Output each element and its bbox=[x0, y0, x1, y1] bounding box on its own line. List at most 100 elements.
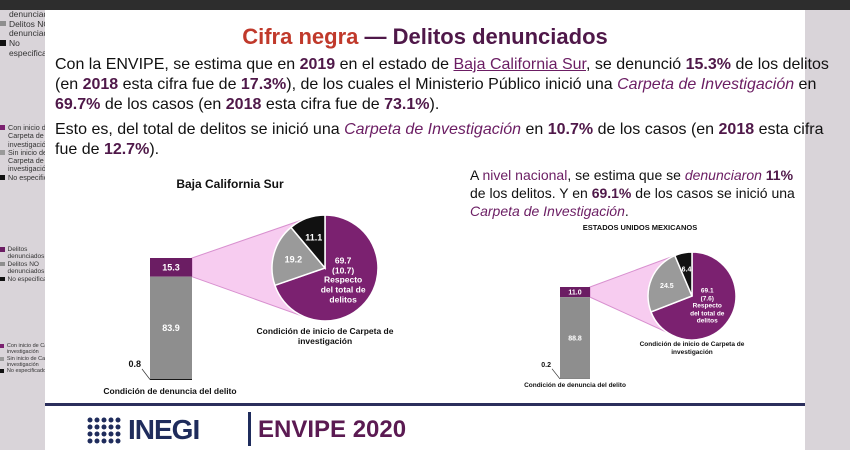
pie-slice bbox=[289, 214, 326, 271]
legend-label: Delitos denunciados bbox=[7, 246, 45, 261]
text-run: 12.7% bbox=[103, 141, 150, 158]
text-run: Con la ENVIPE, se estima que en bbox=[55, 56, 300, 73]
text-run: en bbox=[794, 76, 817, 93]
text-run: Carpeta de Investigación bbox=[344, 121, 522, 138]
text-run: . bbox=[624, 203, 629, 219]
bar-value-label: 88.8 bbox=[568, 335, 582, 342]
text-run: 15.3% bbox=[685, 56, 731, 73]
legend: Con inicio de Carpeta de investigación Si… bbox=[0, 343, 68, 435]
axis-label: Condición de denuncia del delito bbox=[524, 382, 626, 389]
legend-entry: No especificado bbox=[0, 38, 64, 59]
pie-main-label: 69.1 (7.6) Respecto del total de delitos bbox=[687, 288, 727, 325]
legend-entry: Delitos denunciados bbox=[0, 246, 62, 261]
legend-label: No especificado bbox=[8, 38, 57, 58]
text-run: ). bbox=[149, 141, 160, 158]
legend-label: Delitos NO denunciados bbox=[7, 260, 45, 276]
text-run: 2018 bbox=[82, 76, 119, 93]
slide-title: Cifra negra — Delitos denunciados bbox=[45, 24, 805, 50]
legend-swatch bbox=[0, 356, 4, 361]
pie-slice bbox=[673, 251, 693, 297]
pie-share-label: (10.7) bbox=[332, 265, 355, 276]
pie-value-label: 24.5 bbox=[660, 283, 674, 290]
text-run: 2018 bbox=[225, 96, 262, 113]
pie-value-label: 69.7 bbox=[334, 255, 352, 266]
pie-slice bbox=[273, 214, 379, 322]
legend-entry: Sin inicio de Carpeta de investigación bbox=[0, 147, 70, 174]
legend-label: Sin inicio de Carpeta de investigación bbox=[8, 147, 50, 174]
pie-slice bbox=[271, 226, 327, 287]
bar-segment bbox=[150, 258, 192, 277]
legend-swatch bbox=[0, 344, 4, 348]
footer-line bbox=[45, 403, 805, 406]
text-run: Carpeta de Investigación bbox=[470, 203, 625, 219]
text-run: Carpeta de Investigación bbox=[617, 76, 795, 93]
bar-value-label: 15.3 bbox=[162, 262, 180, 272]
bar-segment bbox=[560, 287, 590, 298]
title-part: — Delitos denunciados bbox=[364, 24, 608, 49]
legend-swatch bbox=[0, 125, 6, 131]
text-run: de los delitos. Y en bbox=[470, 185, 592, 201]
text-run: 2018 bbox=[718, 121, 755, 138]
legend-entry: Con inicio de Carpeta de investigación bbox=[0, 123, 70, 149]
legend-entry: No especificado bbox=[0, 368, 68, 374]
pie-value-label: 6.4 bbox=[682, 267, 692, 274]
legend-label: No especificado bbox=[8, 172, 60, 182]
leader-line bbox=[551, 368, 561, 380]
bar-value-label: 83.9 bbox=[162, 323, 180, 333]
chart-title: Baja California Sur bbox=[176, 177, 284, 191]
legend-label: Delitos NO denunciados bbox=[8, 18, 58, 39]
text-run: Esto es, del total de delitos se inició … bbox=[55, 121, 345, 138]
pie-slice bbox=[650, 251, 737, 341]
text-run: en el estado de bbox=[335, 56, 454, 73]
legend-entry: Delitos NO denunciados bbox=[0, 18, 64, 40]
legend-label: No especificado bbox=[6, 368, 47, 375]
text-run: ), de los cuales el Ministerio Público i… bbox=[286, 76, 618, 93]
pie-caption: Condición de inicio de Carpeta de invest… bbox=[639, 341, 745, 356]
bar-value-label: 11.0 bbox=[568, 290, 581, 297]
pie-slice bbox=[647, 254, 693, 313]
text-run: nivel nacional bbox=[482, 167, 568, 183]
legend-swatch bbox=[0, 174, 6, 180]
pie-note: Respecto del total de delitos bbox=[320, 275, 366, 305]
pie-main-label: 69.7 (10.7) Respecto del total de delitos bbox=[319, 256, 367, 305]
survey-name: ENVIPE 2020 bbox=[258, 416, 407, 443]
paragraph: Esto es, del total de delitos se inició … bbox=[55, 120, 845, 160]
text-run: denunciaron bbox=[684, 167, 762, 183]
legend-entry: No especificado bbox=[0, 172, 70, 182]
legend-swatch bbox=[0, 261, 5, 267]
legend-entry: Delitos NO denunciados bbox=[0, 261, 62, 276]
text-run: , se estima que se bbox=[567, 167, 685, 183]
legend-label: Con inicio de Carpeta de investigación bbox=[6, 343, 68, 356]
legend-swatch bbox=[0, 20, 6, 27]
legend-swatch bbox=[0, 276, 5, 282]
logo-text: INEGI bbox=[128, 414, 200, 445]
legend-entry: Con inicio de Carpeta de investigación bbox=[0, 343, 68, 356]
text-run: esta cifra fue de bbox=[261, 96, 385, 113]
text-run: en bbox=[521, 121, 548, 138]
top-bar bbox=[0, 0, 850, 10]
text-run: 10.7% bbox=[547, 121, 594, 138]
pie-note: Respecto del total de delitos bbox=[690, 302, 725, 325]
legend-swatch bbox=[0, 149, 6, 155]
text-run: de los delitos (en bbox=[55, 56, 829, 93]
chart-title: ESTADOS UNIDOS MEXICANOS bbox=[582, 223, 698, 232]
legend-swatch bbox=[0, 247, 5, 252]
pie-value-label: 19.2 bbox=[285, 254, 303, 264]
text-run: 73.1% bbox=[384, 96, 430, 113]
text-run: Baja California Sur bbox=[453, 56, 586, 73]
text-run: ). bbox=[429, 96, 440, 113]
text-run: 2019 bbox=[299, 56, 336, 73]
legend-label: No especificado bbox=[7, 275, 54, 283]
pie-caption: Condición de inicio de Carpeta de invest… bbox=[256, 326, 394, 347]
separator bbox=[248, 412, 251, 446]
text-run: 11% bbox=[765, 167, 794, 183]
bar-segment bbox=[150, 379, 192, 380]
text-run: esta cifra fue de bbox=[118, 76, 241, 93]
pie-value-label: 69.1 bbox=[700, 287, 714, 295]
text-run: esta cifra fue de bbox=[55, 121, 824, 158]
legend-entry: No especificado bbox=[0, 276, 62, 283]
legend-label: Con inicio de Carpeta de investigación bbox=[8, 123, 50, 149]
text-run: 69.1% bbox=[591, 185, 632, 201]
pie-share-label: (7.6) bbox=[700, 295, 714, 303]
